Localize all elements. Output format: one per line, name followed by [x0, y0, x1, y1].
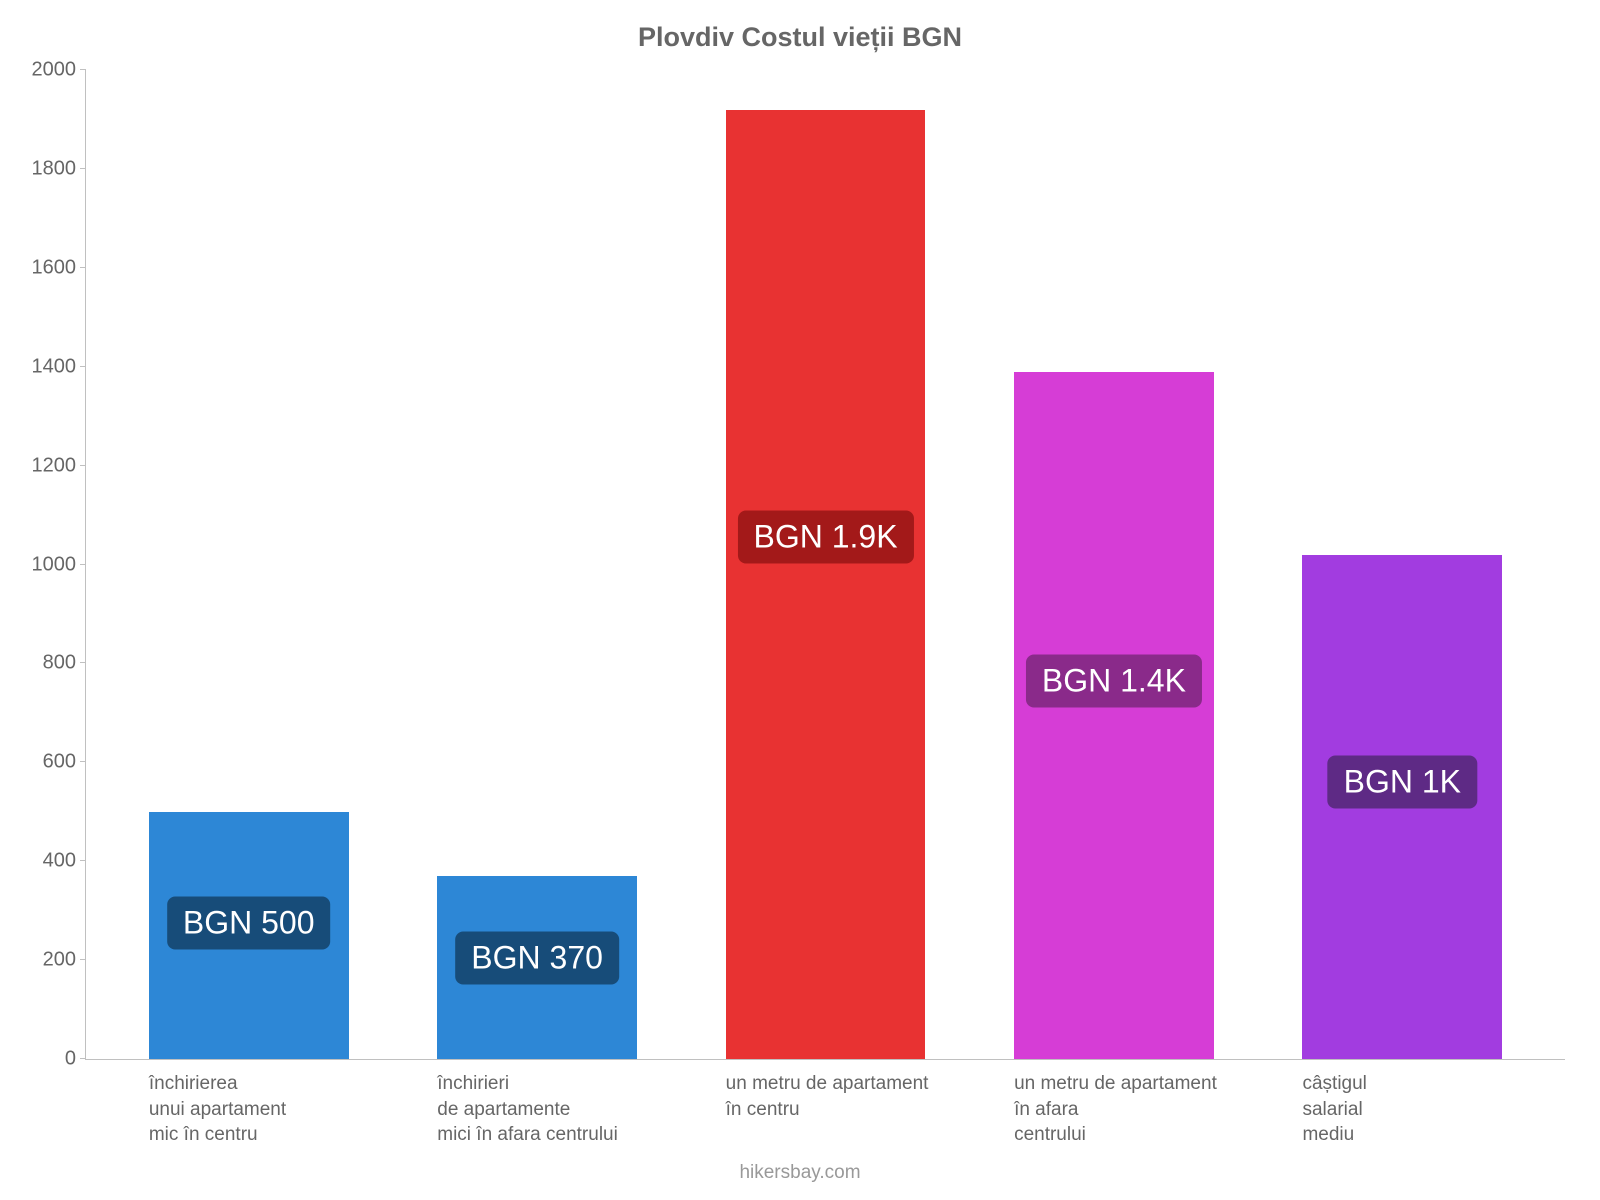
- chart-area: 0200400600800100012001400160018002000BGN…: [85, 70, 1565, 1060]
- y-tick-mark: [80, 564, 86, 565]
- y-tick-mark: [80, 366, 86, 367]
- value-badge: BGN 1K: [1328, 755, 1477, 808]
- x-axis-label: un metru de apartament în centru: [726, 1059, 1014, 1122]
- y-tick-mark: [80, 761, 86, 762]
- y-tick-label: 1000: [16, 553, 76, 576]
- y-tick-label: 0: [16, 1048, 76, 1071]
- y-tick-label: 2000: [16, 59, 76, 82]
- plot: 0200400600800100012001400160018002000BGN…: [85, 70, 1565, 1060]
- value-badge: BGN 500: [167, 897, 331, 950]
- y-tick-label: 1800: [16, 157, 76, 180]
- y-tick-label: 600: [16, 751, 76, 774]
- bar: [726, 110, 926, 1059]
- x-axis-label: câștigul salarial mediu: [1302, 1059, 1590, 1148]
- y-tick-label: 1200: [16, 454, 76, 477]
- chart-title: Plovdiv Costul vieții BGN: [0, 0, 1600, 53]
- x-axis-label: închirierea unui apartament mic în centr…: [149, 1059, 437, 1148]
- y-tick-label: 1400: [16, 355, 76, 378]
- y-tick-mark: [80, 69, 86, 70]
- y-tick-mark: [80, 168, 86, 169]
- y-tick-label: 200: [16, 949, 76, 972]
- value-badge: BGN 1.9K: [737, 510, 913, 563]
- y-tick-mark: [80, 1058, 86, 1059]
- y-tick-label: 1600: [16, 256, 76, 279]
- y-tick-label: 400: [16, 850, 76, 873]
- x-axis-label: un metru de apartament în afara centrulu…: [1014, 1059, 1302, 1148]
- x-axis-label: închirieri de apartamente mici în afara …: [437, 1059, 725, 1148]
- y-tick-mark: [80, 959, 86, 960]
- y-tick-label: 800: [16, 652, 76, 675]
- y-tick-mark: [80, 662, 86, 663]
- y-tick-mark: [80, 860, 86, 861]
- bar: [1014, 372, 1214, 1059]
- value-badge: BGN 1.4K: [1026, 654, 1202, 707]
- value-badge: BGN 370: [455, 932, 619, 985]
- y-tick-mark: [80, 267, 86, 268]
- y-tick-mark: [80, 465, 86, 466]
- attribution: hikersbay.com: [0, 1162, 1600, 1184]
